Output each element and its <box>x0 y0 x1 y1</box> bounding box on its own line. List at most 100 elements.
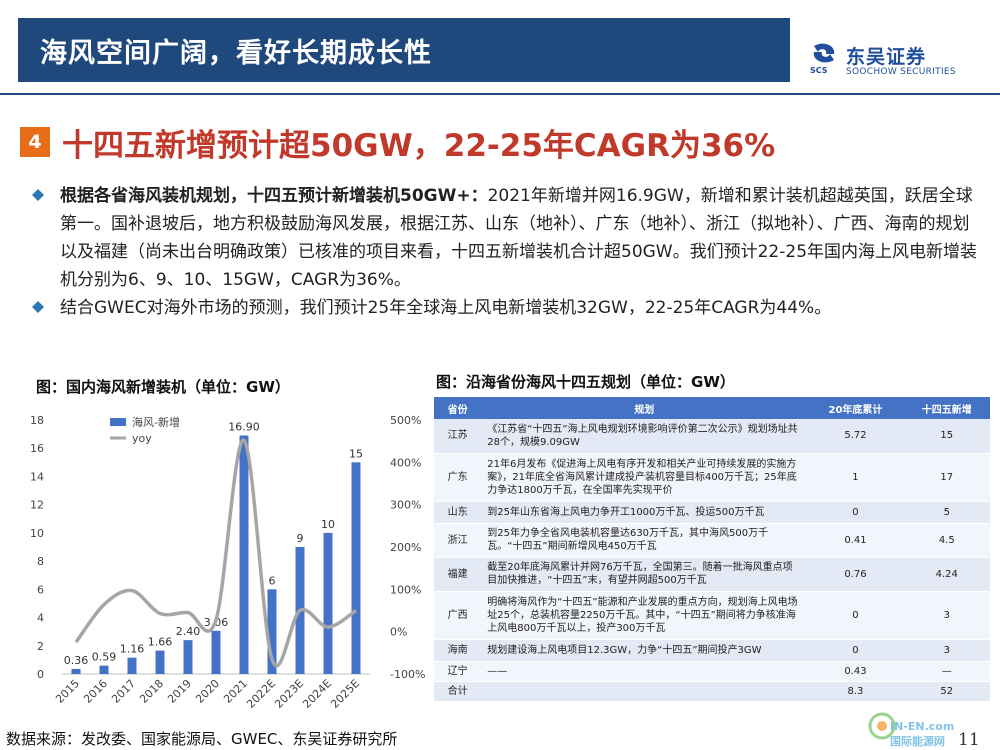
cell-plan: 规划建设海上风电项目12.3GW，力争“十四五”期间投产3GW <box>481 639 808 662</box>
cell-cumulative: 0.76 <box>807 557 904 592</box>
y-tick-label: 8 <box>37 555 44 568</box>
cell-province: 江苏 <box>434 419 482 454</box>
cell-province: 合计 <box>434 681 482 702</box>
cell-province: 辽宁 <box>434 661 482 682</box>
bar-data-label: 10 <box>321 518 335 531</box>
table-row: 山东 到25年山东省海上风电力争开工1000万千瓦、投运500万千瓦 0 5 <box>434 501 990 524</box>
y2-tick-label: 300% <box>390 499 421 512</box>
cell-new: 5 <box>903 501 990 524</box>
cell-plan: 明确将海风作为“十四五”能源和产业发展的重点方向，规划海上风电场址25个，总装机… <box>481 591 808 640</box>
bar-data-label: 1.66 <box>148 636 173 649</box>
bullet-bold-lead: 根据各省海风装机规划，十四五预计新增装机50GW+： <box>60 186 488 206</box>
cell-new: 15 <box>903 419 990 454</box>
bar-line-chart: 0 2 4 6 8 10 12 14 16 18 -100% 0% 100% 200% 300% 400% 50… <box>20 408 430 720</box>
y-tick-label: 14 <box>30 470 44 483</box>
diamond-bullet-icon <box>32 189 44 201</box>
y-tick-label: 4 <box>37 612 44 625</box>
table-row: 广东 21年6月发布《促进海上风电有序开发和相关产业可持续发展的实施方案》，21… <box>434 453 990 502</box>
scs-logo-icon: SCS <box>810 43 835 74</box>
bar <box>267 589 277 674</box>
y-tick-label: 18 <box>30 414 44 427</box>
table-row: 浙江 到25年力争全省风电装机容量达630万千瓦，其中海风500万千瓦。“十四五… <box>434 523 990 558</box>
watermark-icon <box>868 712 896 740</box>
cell-province: 海南 <box>434 639 482 662</box>
table-row: 广西 明确将海风作为“十四五”能源和产业发展的重点方向，规划海上风电场址25个，… <box>434 591 990 640</box>
table-row: 海南 规划建设海上风电项目12.3GW，力争“十四五”期间投产3GW 0 3 <box>434 639 990 662</box>
cell-plan: 到25年山东省海上风电力争开工1000万千瓦、投运500万千瓦 <box>481 501 808 524</box>
x-tick-label: 2016 <box>81 677 110 706</box>
x-tick-label: 2020 <box>193 677 222 706</box>
bar <box>239 435 249 674</box>
table-header-row: 省份 规划 20年底累计 十四五新增 <box>434 397 990 419</box>
cell-plan: 《江苏省“十四五”海上风电规划环境影响评价第二次公示》规划场址共28个，规模9.… <box>481 419 808 454</box>
province-plan-table: 省份 规划 20年底累计 十四五新增 江苏 《江苏省“十四五”海上风电规划环境影… <box>434 397 990 702</box>
y-tick-label: 12 <box>30 499 44 512</box>
y2-tick-label: 200% <box>390 541 421 554</box>
title-bar <box>18 18 790 82</box>
y-tick-label: 10 <box>30 527 44 540</box>
section-number-badge: 4 <box>20 127 50 157</box>
yoy-line <box>74 438 357 668</box>
bullet-text: 2021年新增并网16.9GW，新增和累计装机超越英国，跃居全球第一。国补退坡后… <box>60 186 978 290</box>
y-tick-label: 0 <box>37 668 44 681</box>
bullet-item: 根据各省海风装机规划，十四五预计新增装机50GW+：2021年新增并网16.9G… <box>32 182 982 294</box>
bar <box>99 665 109 674</box>
bar <box>211 630 221 674</box>
logo-cn-text: 东吴证券 <box>846 46 927 68</box>
y2-tick-label: 400% <box>390 456 421 469</box>
cell-cumulative: 0 <box>807 591 904 640</box>
table-row: 辽宁 —— 0.43 — <box>434 661 990 682</box>
cell-new: 52 <box>903 681 990 702</box>
bar <box>323 532 333 674</box>
bullet-text: 结合GWEC对海外市场的预测，我们预计25年全球海上风电新增装机32GW，22-… <box>60 298 832 318</box>
y2-tick-label: 0% <box>390 626 407 639</box>
bar-data-label: 9 <box>297 532 304 545</box>
cell-cumulative: 1 <box>807 453 904 502</box>
legend-label: yoy <box>132 432 152 445</box>
table-row: 江苏 《江苏省“十四五”海上风电规划环境影响评价第二次公示》规划场址共28个，规… <box>434 419 990 454</box>
x-tick-label: 2019 <box>165 677 194 706</box>
bar <box>183 640 193 674</box>
x-tick-label: 2018 <box>137 677 166 706</box>
bar-data-label: 6 <box>269 574 276 587</box>
bar <box>351 462 361 674</box>
bar-data-label: 16.90 <box>228 421 260 434</box>
logo-en-text: SOOCHOW SECURITIES <box>846 67 956 77</box>
y-tick-label: 16 <box>30 442 44 455</box>
cell-new: 4.5 <box>903 523 990 558</box>
bar <box>71 668 81 674</box>
header-divider <box>0 93 1000 95</box>
x-tick-label: 2023E <box>272 677 306 711</box>
col-header-new: 十四五新增 <box>903 397 990 419</box>
y2-tick-label: 100% <box>390 583 421 596</box>
page-title: 海风空间广阔，看好长期成长性 <box>40 38 432 69</box>
data-source-note: 数据来源：发改委、国家能源局、GWEC、东吴证券研究所 <box>6 730 398 748</box>
bar-data-label: 1.16 <box>120 643 145 656</box>
table-title: 图：沿海省份海风十四五规划（单位：GW） <box>436 373 735 391</box>
section-title: 十四五新增预计超50GW，22-25年CAGR为36% <box>62 128 776 164</box>
page-number: 11 <box>958 730 980 750</box>
cell-plan: 21年6月发布《促进海上风电有序开发和相关产业可持续发展的实施方案》，21年底全… <box>481 453 808 502</box>
chart-svg: 0 2 4 6 8 10 12 14 16 18 -100% 0% 100% 200% 300% 400% 50… <box>30 414 425 711</box>
col-header-plan: 规划 <box>481 397 808 419</box>
bar-data-label: 0.59 <box>92 651 117 664</box>
cell-plan <box>481 681 808 702</box>
watermark-logo: IN-EN.com 国际能源网 <box>868 696 958 748</box>
cell-province: 山东 <box>434 501 482 524</box>
cell-cumulative: 0 <box>807 501 904 524</box>
cell-province: 广西 <box>434 591 482 640</box>
y-tick-label: 6 <box>37 583 44 596</box>
chart-title: 图：国内海风新增装机（单位：GW） <box>36 378 290 396</box>
y2-tick-label: -100% <box>390 668 425 681</box>
legend-label: 海风-新增 <box>132 415 180 429</box>
bar-data-label: 0.36 <box>64 654 89 667</box>
y-tick-label: 2 <box>37 640 44 653</box>
diamond-bullet-icon <box>32 301 44 313</box>
x-tick-label: 2024E <box>300 677 334 711</box>
cell-cumulative: 0.41 <box>807 523 904 558</box>
legend-swatch-bar <box>110 418 126 426</box>
bar <box>127 657 137 674</box>
table-row: 福建 截至20年底海风累计并网76万千瓦，全国第三。随着一批海风重点项目加快推进… <box>434 557 990 592</box>
cell-province: 福建 <box>434 557 482 592</box>
bar-data-label: 15 <box>349 447 363 460</box>
